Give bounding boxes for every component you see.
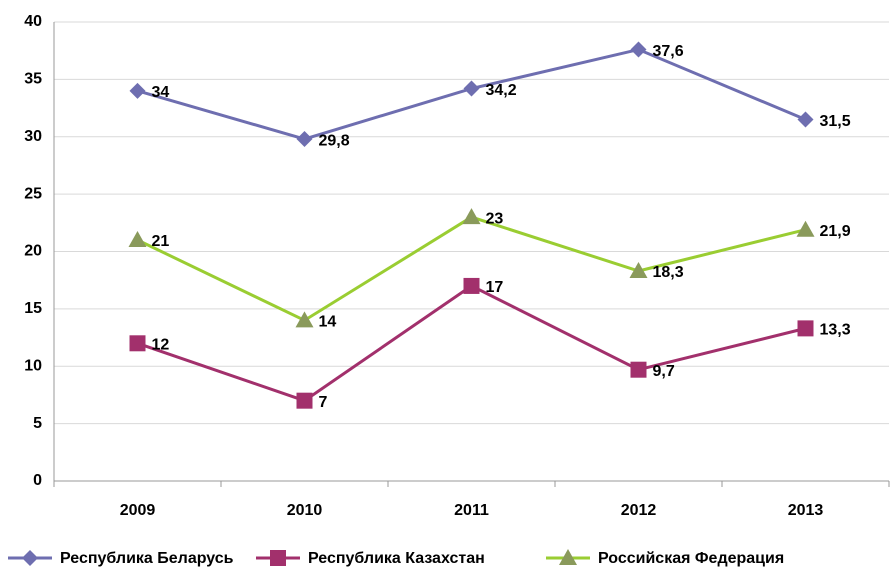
x-tick-label: 2012 [621,502,657,519]
x-tick-label: 2010 [287,502,323,519]
marker [630,41,647,58]
marker [630,361,647,378]
marker [796,220,815,237]
series-line [136,215,806,323]
data-label: 34,2 [486,82,517,99]
marker [463,277,480,294]
data-label: 12 [152,337,170,354]
series-line [137,284,806,403]
marker [296,392,313,409]
data-label: 31,5 [820,113,851,130]
legend-label: Республика Беларусь [60,550,234,567]
marker [22,550,38,566]
marker [462,208,481,225]
x-tick-label: 2011 [454,502,489,519]
x-tick-label: 2009 [120,502,156,519]
marker [128,231,147,248]
marker [629,262,648,279]
data-label: 17 [486,279,504,296]
marker [797,111,814,128]
data-label: 34 [152,84,170,101]
marker [129,335,146,352]
data-label: 21,9 [820,223,851,240]
marker [797,320,814,337]
marker [270,550,286,566]
data-label: 37,6 [653,43,684,60]
marker [559,549,577,565]
legend-label: Российская Федерация [598,550,784,567]
y-tick-label: 40 [24,13,42,30]
data-label: 7 [319,394,328,411]
y-tick-label: 35 [24,71,42,88]
x-tick-label: 2013 [788,502,824,519]
y-tick-label: 10 [24,357,42,374]
y-tick-label: 15 [24,300,42,317]
data-label: 18,3 [653,264,684,281]
data-label: 9,7 [653,363,675,380]
marker [463,80,480,97]
data-label: 14 [319,314,337,331]
data-label: 23 [486,210,504,227]
data-label: 29,8 [319,132,350,149]
data-label: 13,3 [820,322,851,339]
y-tick-label: 30 [24,128,42,145]
legend-label: Республика Казахстан [308,550,485,567]
y-tick-label: 20 [24,243,42,260]
marker [129,82,146,99]
y-tick-label: 5 [33,415,42,432]
marker [295,311,314,328]
y-tick-label: 0 [33,472,42,489]
y-tick-label: 25 [24,185,42,202]
data-label: 21 [152,233,170,250]
marker [296,131,313,148]
